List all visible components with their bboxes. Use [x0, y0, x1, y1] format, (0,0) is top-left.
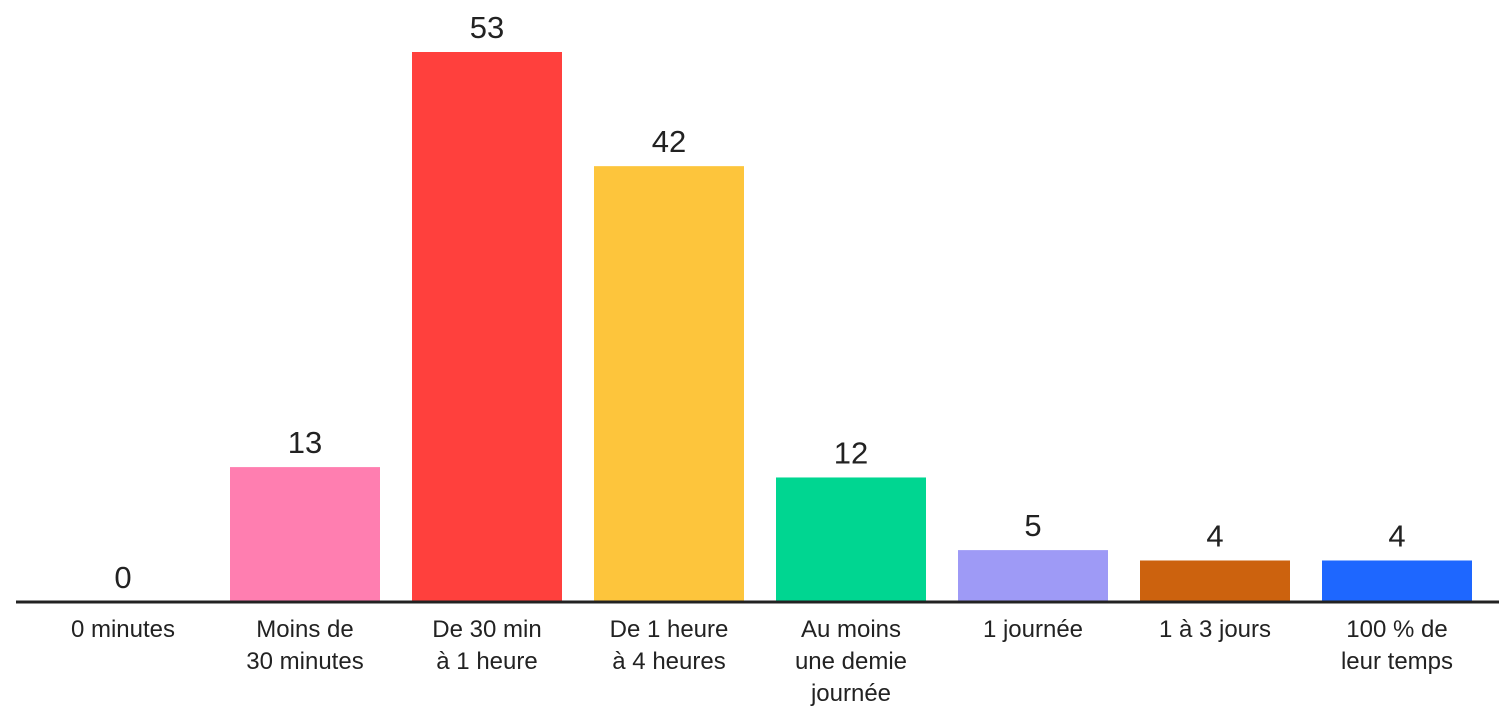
bars-group	[230, 52, 1472, 602]
category-label-line: 30 minutes	[246, 648, 363, 675]
value-label-1: 13	[288, 425, 322, 460]
category-label-line: leur temps	[1341, 648, 1453, 675]
category-label-line: 0 minutes	[71, 616, 175, 643]
value-labels-group: 0 13 53 42 12 5 4 4	[114, 10, 1405, 595]
bar-5	[958, 550, 1108, 602]
category-label-line: Au moins	[801, 616, 901, 643]
bar-6	[1140, 560, 1290, 602]
bar-3	[594, 166, 744, 602]
category-label-line: journée	[810, 680, 891, 707]
category-label-4: Au moins une demie journée	[795, 616, 907, 707]
category-label-3: De 1 heure à 4 heures	[610, 616, 729, 675]
category-label-0: 0 minutes	[71, 616, 175, 643]
value-label-0: 0	[114, 560, 131, 595]
value-label-5: 5	[1024, 508, 1041, 543]
category-label-line: 1 journée	[983, 616, 1083, 643]
category-label-line: 1 à 3 jours	[1159, 616, 1271, 643]
category-label-7: 100 % de leur temps	[1341, 616, 1453, 675]
value-label-7: 4	[1388, 518, 1405, 553]
category-label-line: Moins de	[256, 616, 353, 643]
category-label-line: 100 % de	[1346, 616, 1447, 643]
category-label-line: à 1 heure	[436, 648, 537, 675]
category-label-line: une demie	[795, 648, 907, 675]
category-label-5: 1 journée	[983, 616, 1083, 643]
bar-4	[776, 477, 926, 602]
category-label-2: De 30 min à 1 heure	[432, 616, 541, 675]
value-label-3: 42	[652, 124, 686, 159]
category-label-line: De 30 min	[432, 616, 541, 643]
bar-7	[1322, 560, 1472, 602]
value-label-6: 4	[1206, 518, 1223, 553]
value-label-2: 53	[470, 10, 504, 45]
bar-2	[412, 52, 562, 602]
category-label-1: Moins de 30 minutes	[246, 616, 363, 675]
category-label-line: De 1 heure	[610, 616, 729, 643]
bar-1	[230, 467, 380, 602]
category-label-line: à 4 heures	[612, 648, 725, 675]
value-label-4: 12	[834, 435, 868, 470]
category-labels-group: 0 minutes Moins de 30 minutes De 30 min à 1 …	[71, 616, 1453, 707]
category-label-6: 1 à 3 jours	[1159, 616, 1271, 643]
